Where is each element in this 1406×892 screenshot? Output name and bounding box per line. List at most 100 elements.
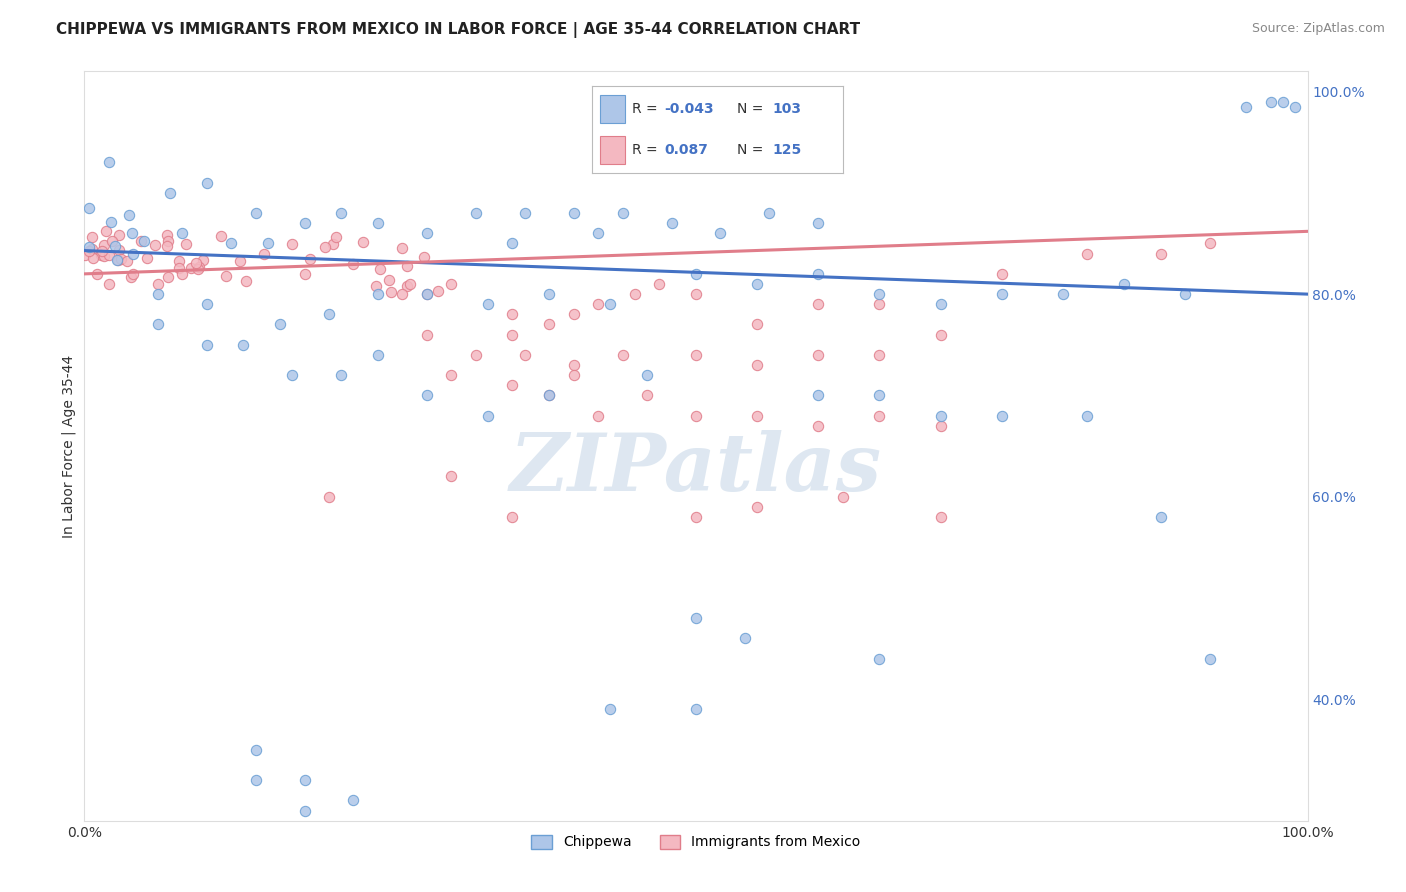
Point — [172, 227, 194, 241]
Point — [245, 743, 267, 757]
Point — [685, 409, 707, 423]
Point — [1150, 509, 1173, 524]
Point — [599, 297, 621, 311]
Point — [110, 252, 132, 267]
Point — [464, 348, 486, 362]
Point — [90, 248, 112, 262]
Point — [156, 235, 179, 249]
Point — [586, 297, 609, 311]
Point — [136, 251, 159, 265]
Point — [229, 254, 252, 268]
Point — [1198, 651, 1220, 665]
Point — [1272, 95, 1295, 109]
Point — [502, 327, 524, 342]
Point — [636, 388, 658, 402]
Point — [352, 235, 374, 249]
Point — [96, 224, 118, 238]
Point — [477, 297, 499, 311]
Point — [380, 285, 402, 299]
Point — [734, 632, 756, 646]
Point — [758, 206, 780, 220]
Point — [129, 234, 152, 248]
Point — [991, 287, 1014, 301]
Point — [120, 270, 142, 285]
Point — [807, 216, 830, 230]
Point — [415, 286, 437, 301]
Point — [661, 216, 683, 230]
Point — [167, 260, 190, 275]
Text: CHIPPEWA VS IMMIGRANTS FROM MEXICO IN LABOR FORCE | AGE 35-44 CORRELATION CHART: CHIPPEWA VS IMMIGRANTS FROM MEXICO IN LA… — [56, 22, 860, 38]
Point — [378, 273, 401, 287]
Point — [245, 773, 267, 788]
Point — [599, 702, 621, 716]
Point — [367, 216, 389, 230]
Point — [186, 256, 208, 270]
Point — [75, 248, 97, 262]
Point — [807, 418, 830, 433]
Point — [172, 267, 194, 281]
Point — [636, 368, 658, 383]
Point — [929, 327, 952, 342]
Point — [624, 287, 647, 301]
Point — [90, 244, 112, 258]
Point — [97, 248, 120, 262]
Point — [395, 279, 418, 293]
Point — [464, 206, 486, 220]
Point — [747, 277, 769, 291]
Point — [93, 238, 115, 252]
Point — [1260, 95, 1282, 109]
Point — [685, 702, 707, 716]
Point — [314, 239, 336, 253]
Point — [502, 307, 524, 321]
Point — [115, 254, 138, 268]
Point — [325, 230, 347, 244]
Point — [648, 277, 671, 291]
Point — [318, 490, 340, 504]
Point — [929, 418, 952, 433]
Point — [100, 215, 122, 229]
Point — [180, 261, 202, 276]
Point — [294, 773, 316, 788]
Point — [685, 267, 707, 281]
Point — [86, 267, 108, 281]
Point — [1076, 246, 1098, 260]
Point — [187, 261, 209, 276]
Point — [586, 409, 609, 423]
Point — [366, 279, 388, 293]
Point — [219, 236, 242, 251]
Point — [281, 368, 304, 383]
Point — [82, 251, 104, 265]
Point — [477, 409, 499, 423]
Point — [416, 287, 439, 301]
Point — [367, 287, 389, 301]
Point — [416, 388, 439, 402]
Point — [101, 234, 124, 248]
Point — [167, 253, 190, 268]
Point — [188, 260, 211, 274]
Point — [807, 348, 830, 362]
Point — [1198, 236, 1220, 251]
Point — [929, 409, 952, 423]
Point — [269, 318, 291, 332]
Point — [97, 155, 120, 169]
Point — [77, 240, 100, 254]
Point — [612, 206, 634, 220]
Point — [807, 297, 830, 311]
Legend: Chippewa, Immigrants from Mexico: Chippewa, Immigrants from Mexico — [526, 829, 866, 855]
Point — [869, 388, 891, 402]
Point — [117, 208, 139, 222]
Point — [929, 509, 952, 524]
Point — [929, 297, 952, 311]
Point — [685, 348, 707, 362]
Point — [747, 409, 769, 423]
Point — [294, 267, 316, 281]
Point — [440, 368, 463, 383]
Point — [1052, 287, 1074, 301]
Point — [342, 793, 364, 807]
Point — [367, 348, 389, 362]
Text: ZIPatlas: ZIPatlas — [510, 430, 882, 508]
Point — [155, 228, 177, 243]
Point — [869, 287, 891, 301]
Point — [1114, 277, 1136, 291]
Point — [195, 337, 218, 351]
